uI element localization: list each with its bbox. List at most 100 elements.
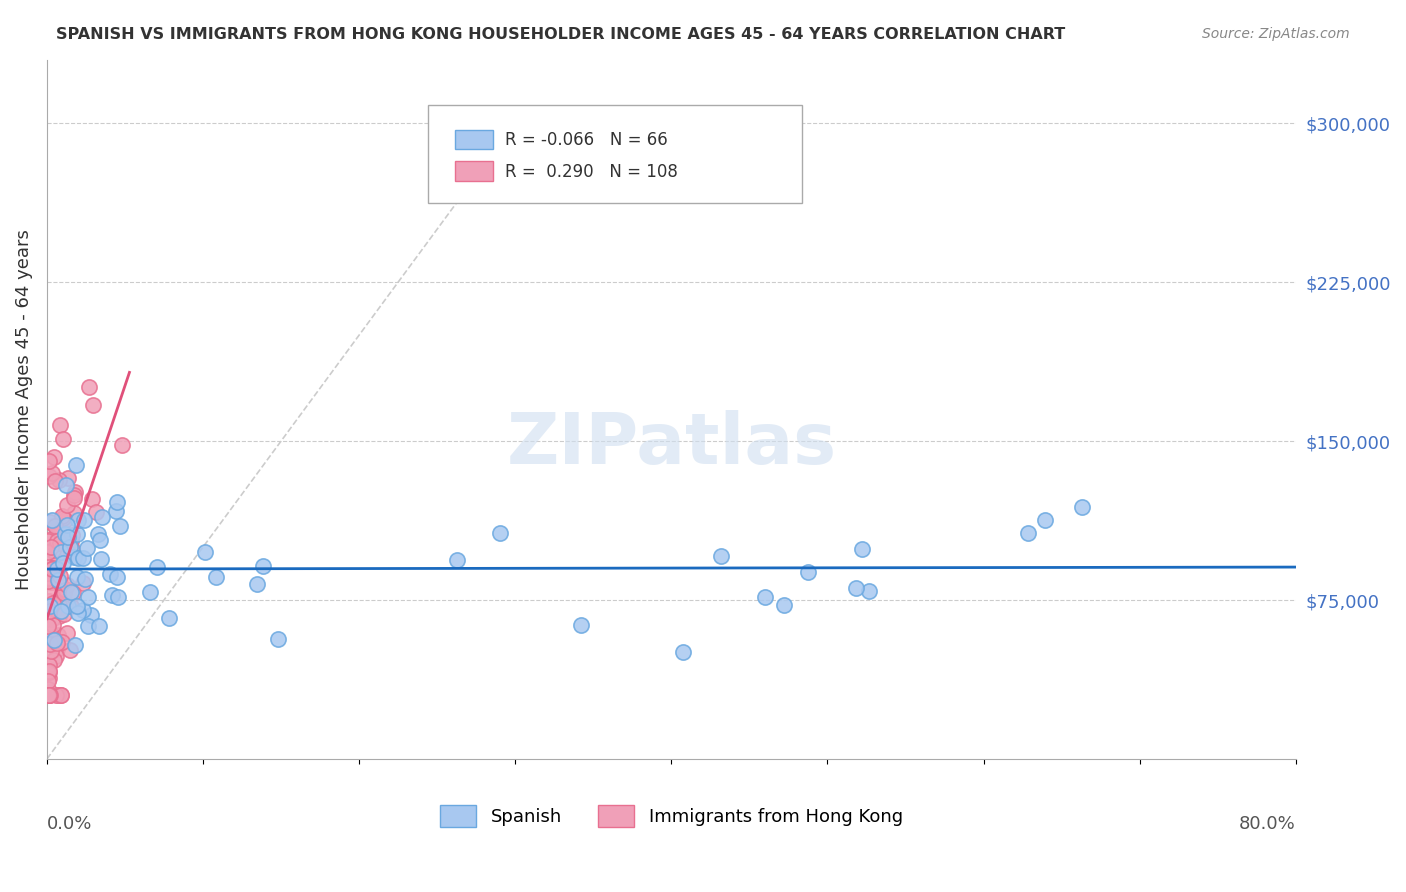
Spanish (67, 513, 90, 527)
Immigrants from Hong Kong (42, 596, 65, 610)
Immigrants from Hong Kong (49, 528, 72, 542)
Spanish (105, 570, 128, 584)
Immigrants from Hong Kong (39, 644, 62, 658)
Immigrants from Hong Kong (37, 553, 59, 567)
Spanish (139, 585, 162, 599)
Immigrants from Hong Kong (38, 689, 60, 703)
Immigrants from Hong Kong (44, 518, 66, 533)
Text: ZIPatlas: ZIPatlas (506, 409, 837, 479)
Text: R =  0.290   N = 108: R = 0.290 N = 108 (505, 162, 678, 180)
Immigrants from Hong Kong (38, 572, 60, 586)
Spanish (66, 599, 89, 613)
Immigrants from Hong Kong (46, 534, 69, 549)
FancyBboxPatch shape (427, 105, 803, 203)
Spanish (1070, 500, 1092, 514)
Immigrants from Hong Kong (37, 688, 59, 702)
Text: 0.0%: 0.0% (46, 815, 93, 833)
Immigrants from Hong Kong (38, 689, 60, 703)
Immigrants from Hong Kong (62, 541, 84, 556)
Spanish (77, 590, 100, 604)
Immigrants from Hong Kong (38, 665, 60, 679)
Immigrants from Hong Kong (42, 574, 65, 589)
Immigrants from Hong Kong (44, 602, 66, 616)
Spanish (267, 632, 290, 646)
Immigrants from Hong Kong (111, 438, 134, 452)
Immigrants from Hong Kong (37, 533, 59, 548)
Spanish (72, 603, 94, 617)
Spanish (49, 545, 72, 559)
Immigrants from Hong Kong (45, 594, 67, 608)
Immigrants from Hong Kong (38, 689, 60, 703)
Immigrants from Hong Kong (72, 575, 94, 590)
Immigrants from Hong Kong (77, 380, 100, 394)
Immigrants from Hong Kong (37, 623, 59, 637)
Immigrants from Hong Kong (51, 689, 73, 703)
Immigrants from Hong Kong (46, 642, 69, 657)
Spanish (42, 632, 65, 647)
Spanish (55, 477, 77, 491)
Immigrants from Hong Kong (55, 596, 77, 610)
Immigrants from Hong Kong (39, 604, 62, 618)
Immigrants from Hong Kong (42, 652, 65, 666)
Spanish (1017, 526, 1039, 541)
Immigrants from Hong Kong (42, 561, 65, 575)
Spanish (754, 591, 776, 605)
Immigrants from Hong Kong (37, 574, 59, 588)
Immigrants from Hong Kong (53, 513, 76, 527)
Immigrants from Hong Kong (51, 634, 73, 648)
Immigrants from Hong Kong (37, 681, 59, 696)
Spanish (41, 513, 63, 527)
Immigrants from Hong Kong (42, 543, 65, 558)
Spanish (58, 599, 80, 613)
Immigrants from Hong Kong (80, 491, 103, 506)
Spanish (797, 566, 820, 580)
Spanish (710, 549, 733, 564)
Spanish (66, 606, 89, 620)
Spanish (845, 582, 868, 596)
Immigrants from Hong Kong (37, 545, 59, 559)
Immigrants from Hong Kong (45, 689, 67, 703)
Spanish (105, 495, 128, 509)
Immigrants from Hong Kong (52, 586, 75, 600)
Immigrants from Hong Kong (49, 597, 72, 611)
Immigrants from Hong Kong (44, 474, 66, 488)
Immigrants from Hong Kong (53, 582, 76, 596)
Immigrants from Hong Kong (41, 561, 63, 575)
Spanish (77, 619, 100, 633)
Spanish (1035, 513, 1057, 527)
Immigrants from Hong Kong (60, 599, 83, 614)
Spanish (98, 566, 121, 581)
Spanish (76, 541, 98, 556)
Spanish (101, 588, 124, 602)
Immigrants from Hong Kong (37, 612, 59, 626)
Immigrants from Hong Kong (48, 598, 70, 612)
Immigrants from Hong Kong (46, 628, 69, 642)
Spanish (72, 550, 94, 565)
Immigrants from Hong Kong (37, 618, 59, 632)
Immigrants from Hong Kong (41, 466, 63, 480)
Immigrants from Hong Kong (38, 634, 60, 648)
Immigrants from Hong Kong (48, 609, 70, 624)
Spanish (858, 583, 880, 598)
Spanish (52, 556, 75, 570)
Spanish (569, 618, 592, 632)
Immigrants from Hong Kong (37, 673, 59, 688)
Spanish (446, 553, 468, 567)
Immigrants from Hong Kong (38, 664, 60, 678)
Immigrants from Hong Kong (38, 454, 60, 468)
Immigrants from Hong Kong (62, 488, 84, 502)
Immigrants from Hong Kong (48, 574, 70, 589)
Immigrants from Hong Kong (38, 516, 60, 530)
FancyBboxPatch shape (456, 161, 492, 180)
Spanish (66, 550, 89, 565)
Spanish (193, 545, 215, 559)
Immigrants from Hong Kong (63, 491, 86, 505)
Immigrants from Hong Kong (37, 566, 59, 580)
Spanish (66, 526, 89, 541)
Immigrants from Hong Kong (37, 689, 59, 703)
Spanish (105, 504, 128, 518)
Spanish (108, 518, 131, 533)
Immigrants from Hong Kong (52, 600, 75, 615)
Text: SPANISH VS IMMIGRANTS FROM HONG KONG HOUSEHOLDER INCOME AGES 45 - 64 YEARS CORRE: SPANISH VS IMMIGRANTS FROM HONG KONG HOU… (56, 27, 1066, 42)
Spanish (252, 558, 274, 573)
